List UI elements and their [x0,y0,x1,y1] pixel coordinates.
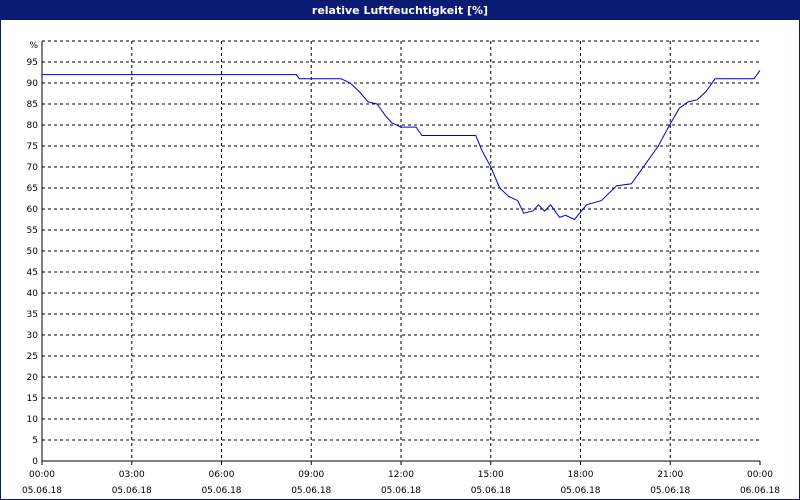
y-tick-label: 95 [27,58,38,68]
x-axis-ticks: 00:00 05.06.18 03:00 05.06.18 06:00 05.06.18 0… [22,461,780,496]
x-tick-date: 05.06.18 [471,486,511,496]
x-tick-date: 05.06.18 [650,486,690,496]
y-tick-label: 0 [32,457,38,467]
x-tick-date: 05.06.18 [381,486,421,496]
y-tick-label: 70 [27,163,39,173]
y-tick-label: 10 [27,415,39,425]
x-tick-time: 15:00 [478,470,504,480]
x-tick-date: 05.06.18 [291,486,331,496]
x-tick-time: 06:00 [209,470,235,480]
y-axis-ticks: 0 5 10 15 20 25 30 35 40 45 50 55 60 65 70 75 80 85 90 95% [27,41,39,467]
x-tick-time: 00:00 [29,470,55,480]
x-tick-time: 09:00 [298,470,324,480]
y-tick-label: 55 [27,226,38,236]
x-tick-date: 05.06.18 [560,486,600,496]
x-tick-time: 18:00 [568,470,594,480]
chart-title: relative Luftfeuchtigkeit [%] [1,1,799,20]
y-tick-label: 65 [27,184,38,194]
x-tick-date: 05.06.18 [112,486,152,496]
y-tick-label: 40 [27,289,39,299]
x-tick-time: 12:00 [388,470,414,480]
y-tick-label: 45 [27,268,38,278]
x-tick-date: 05.06.18 [201,486,241,496]
y-tick-label: 90 [27,79,39,89]
y-tick-label: 50 [27,247,39,257]
x-tick-date: 05.06.18 [22,486,62,496]
grid [42,40,760,461]
y-tick-label: 30 [27,331,39,341]
y-tick-label: 85 [27,100,38,110]
x-tick-date: 06.06.18 [740,486,780,496]
x-tick-time: 21:00 [657,470,683,480]
y-tick-label: 20 [27,373,39,383]
y-tick-label: 15 [27,394,38,404]
humidity-series-line [42,70,761,221]
y-tick-label: 60 [27,205,39,215]
y-tick-label: 35 [27,310,38,320]
y-tick-label: 25 [27,352,38,362]
y-tick-label: 75 [27,142,38,152]
series-group [42,70,761,221]
y-tick-label: 80 [27,121,39,131]
y-tick-label: 5 [32,436,38,446]
x-tick-time: 03:00 [119,470,145,480]
x-tick-time: 00:00 [747,470,773,480]
y-axis-unit: % [29,41,38,51]
